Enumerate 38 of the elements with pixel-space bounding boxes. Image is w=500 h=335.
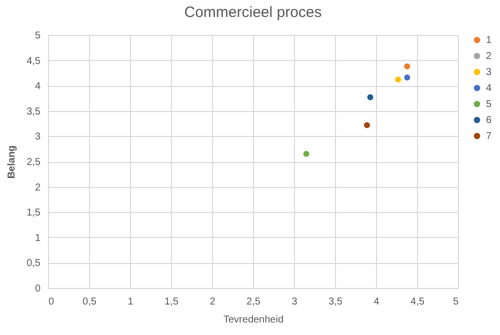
x-tick-label: 4,5 bbox=[410, 296, 425, 308]
point bbox=[367, 94, 374, 100]
y-tick-label: 1,5 bbox=[26, 208, 41, 219]
legend-label: 2 bbox=[486, 51, 492, 62]
point bbox=[395, 76, 402, 83]
x-tick-label: 2,5 bbox=[246, 296, 261, 308]
point bbox=[404, 74, 410, 80]
point bbox=[364, 122, 370, 128]
y-tick-label: 2,5 bbox=[26, 157, 41, 168]
x-tick-label: 0 bbox=[48, 296, 54, 308]
point bbox=[404, 63, 410, 70]
legend-label: 7 bbox=[486, 131, 492, 142]
legend-label: 5 bbox=[486, 99, 492, 110]
point bbox=[303, 150, 310, 157]
legend-label: 4 bbox=[486, 83, 492, 94]
x-tick-label: 3 bbox=[292, 296, 298, 308]
y-tick-label: 1 bbox=[34, 232, 41, 244]
y-tick-label: 5 bbox=[34, 30, 41, 42]
y-tick-label: 2 bbox=[34, 182, 41, 194]
chart-title: Commercieel proces bbox=[184, 4, 322, 21]
x-tick-label: 1,5 bbox=[164, 296, 179, 308]
x-tick-label: 2 bbox=[210, 296, 216, 308]
y-tick-label: 3,5 bbox=[26, 106, 41, 118]
x-tick-label: 1 bbox=[128, 296, 134, 308]
y-tick-label: 0 bbox=[34, 284, 41, 294]
x-axis-title: Tevredenheid bbox=[223, 314, 284, 326]
legend-label: 3 bbox=[486, 67, 492, 78]
x-tick-label: 5 bbox=[452, 296, 459, 308]
y-tick-label: 3 bbox=[34, 132, 41, 143]
x-tick-label: 0,5 bbox=[82, 296, 97, 308]
legend-label: 1 bbox=[486, 35, 492, 46]
x-tick-label: 4 bbox=[374, 296, 380, 308]
y-tick-label: 4,5 bbox=[26, 56, 41, 67]
y-tick-label: 0,5 bbox=[26, 258, 41, 270]
y-tick-label: 4 bbox=[34, 81, 41, 92]
y-axis-title: Belang bbox=[6, 145, 18, 179]
legend-label: 6 bbox=[486, 115, 492, 126]
x-tick-label: 3,5 bbox=[328, 296, 343, 308]
